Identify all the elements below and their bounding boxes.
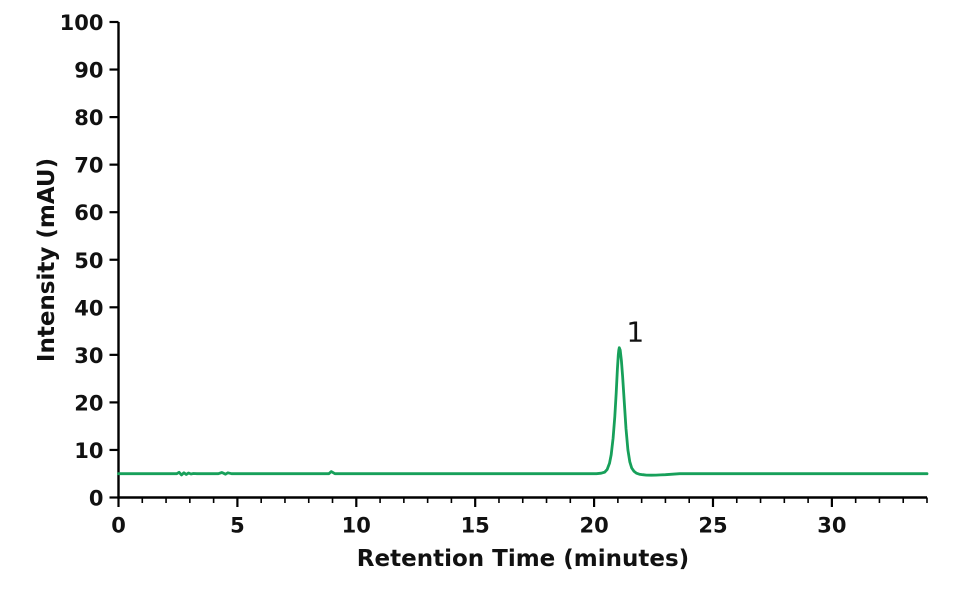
y-axis-title: Intensity (mAU) [34, 158, 60, 362]
x-tick-label: 25 [698, 514, 727, 538]
y-tick-label: 10 [74, 439, 103, 463]
x-tick-label: 10 [342, 514, 371, 538]
peak-label: 1 [626, 316, 644, 349]
x-tick-label: 30 [817, 514, 846, 538]
y-tick-label: 100 [60, 11, 104, 35]
y-tick-label: 70 [74, 154, 103, 178]
chromatogram-trace [117, 346, 929, 477]
y-tick-label: 20 [74, 391, 103, 415]
ticks-group [109, 20, 928, 507]
y-tick-label: 60 [74, 201, 103, 225]
x-tick-label: 0 [111, 514, 126, 538]
y-tick-label: 30 [74, 344, 103, 368]
x-tick-label: 20 [579, 514, 608, 538]
y-tick-label: 90 [74, 59, 103, 83]
axes-group [117, 22, 927, 499]
x-tick-label: 15 [461, 514, 490, 538]
tick-labels-group: 0 10 20 30 40 50 60 70 80 90 100 0 5 10 15 20 25 30 [60, 11, 847, 538]
axis-lines [117, 22, 927, 499]
y-tick-label: 40 [74, 296, 103, 320]
y-tick-label: 80 [74, 106, 103, 130]
y-tick-label: 50 [74, 249, 103, 273]
y-tick-label: 0 [89, 487, 104, 511]
x-tick-label: 5 [230, 514, 245, 538]
x-axis-title: Retention Time (minutes) [357, 546, 689, 572]
